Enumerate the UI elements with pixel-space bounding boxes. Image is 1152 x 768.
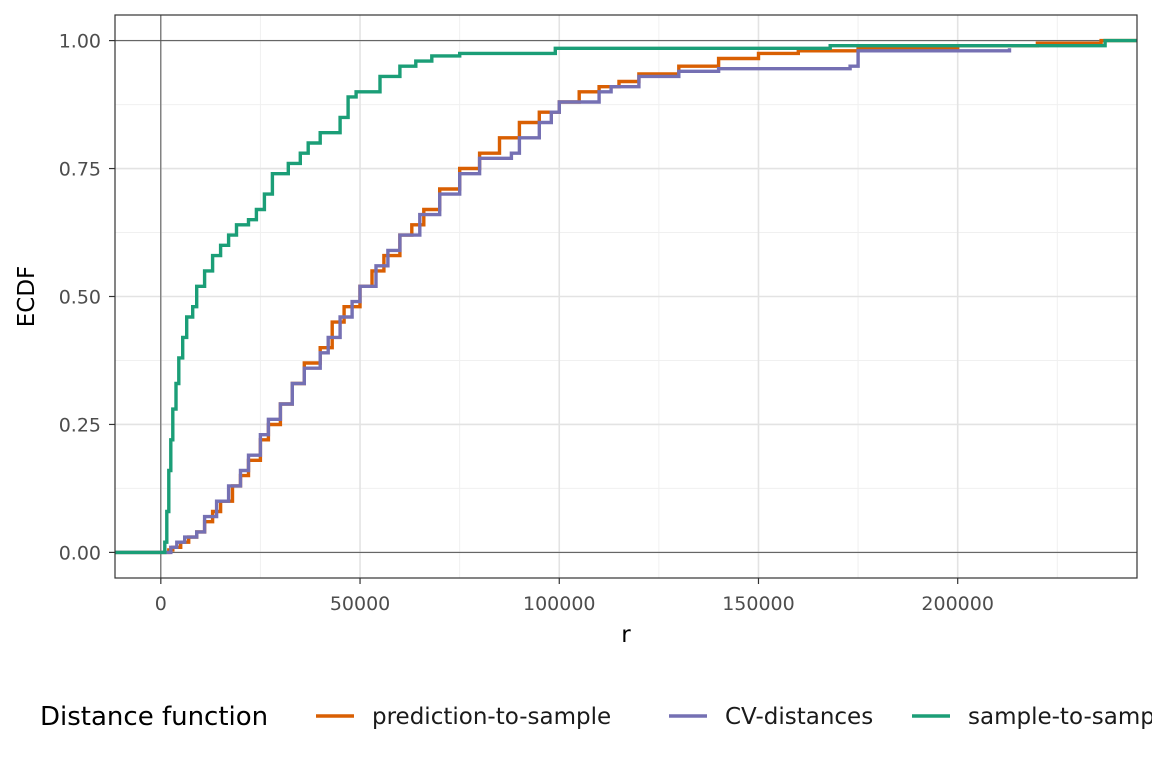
y-tick-label: 0.75 [59,159,101,181]
x-tick-label: 150000 [722,593,795,615]
x-tick-label: 0 [155,593,167,615]
legend-label-CV-distances: CV-distances [725,704,873,730]
legend: Distance function prediction-to-sample CV… [40,702,1152,732]
y-tick-label: 0.00 [59,542,101,564]
x-tick-label: 200000 [921,593,994,615]
legend-title: Distance function [40,702,268,732]
y-tick-label: 0.25 [59,414,101,436]
reference-lines [115,15,1137,578]
y-tick-label: 0.50 [59,287,101,309]
y-tick-label: 1.00 [59,31,101,53]
series-lines [115,38,1137,555]
x-tick-label: 100000 [523,593,596,615]
x-tick-label: 50000 [330,593,390,615]
x-axis-title: r [621,622,631,648]
grid [115,15,1137,578]
y-axis-ticks: 0.00 0.25 0.50 0.75 1.00 [59,31,115,564]
series-line-sample-to-sample [115,38,1137,555]
y-axis-title: ECDF [14,266,40,328]
series-line-CV-distances [115,48,1012,555]
legend-label-sample-to-sample: sample-to-sample [968,704,1152,730]
series-line-prediction-to-sample [115,38,1137,555]
x-axis-ticks: 0 50000 100000 150000 200000 [155,578,994,615]
legend-label-prediction-to-sample: prediction-to-sample [372,704,611,730]
